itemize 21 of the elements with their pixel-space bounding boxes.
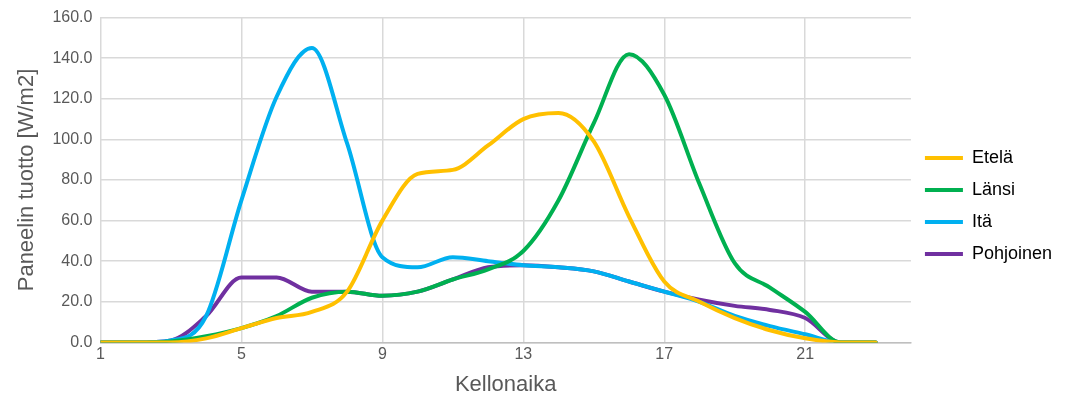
y-tick-label: 120.0 [52, 89, 93, 107]
x-tick-label: 1 [95, 345, 105, 363]
legend-label: Itä [971, 210, 993, 231]
y-tick-label: 40.0 [61, 251, 93, 269]
x-tick-label: 13 [514, 345, 533, 363]
x-tick-label: 17 [655, 345, 674, 363]
y-tick-label: 60.0 [61, 211, 93, 229]
y-tick-label: 20.0 [61, 292, 93, 310]
x-axis-title: Kellonaika [454, 370, 558, 396]
y-tick-label: 0.0 [70, 332, 93, 350]
legend-label: Pohjoinen [971, 242, 1053, 263]
legend-label: Etelä [971, 146, 1014, 167]
y-tick-label: 80.0 [61, 170, 93, 188]
y-tick-label: 160.0 [52, 8, 93, 26]
x-tick-label: 5 [236, 345, 246, 363]
x-tick-label: 21 [796, 345, 815, 363]
y-axis-title: Paneelin tuotto [W/m2] [13, 68, 39, 292]
x-tick-label: 9 [377, 345, 387, 363]
y-tick-label: 100.0 [52, 129, 93, 147]
legend-label: Länsi [971, 178, 1015, 199]
y-tick-label: 140.0 [52, 48, 93, 66]
